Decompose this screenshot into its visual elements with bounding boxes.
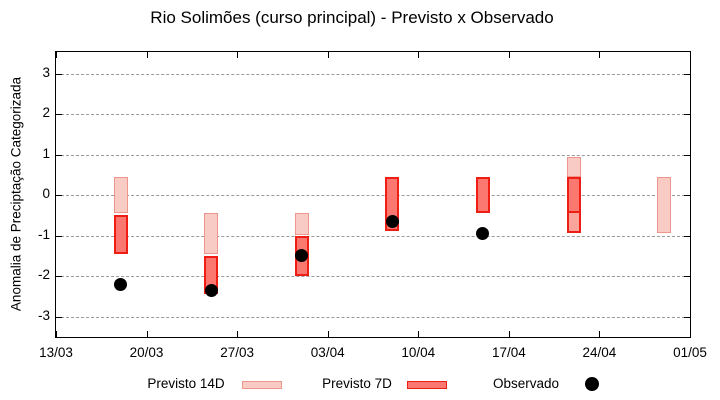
forecast-bar-7d-light: [566, 213, 581, 234]
y-tick-label: 1: [42, 145, 50, 161]
forecast-bar-7d: [566, 176, 581, 214]
x-axis-tick-bottom: [237, 331, 239, 337]
x-axis-tick-bottom: [327, 331, 329, 337]
gridline: [56, 316, 690, 318]
x-tick-label: 13/03: [39, 345, 73, 360]
legend-swatch-previsto-14d: [242, 381, 282, 389]
gridline: [56, 276, 690, 277]
x-tick-label: 20/03: [129, 345, 164, 360]
y-axis-tick-right: [684, 276, 690, 277]
y-axis-tick-left: [56, 73, 62, 75]
x-tick-label: 01/05: [673, 345, 707, 360]
x-axis-tick-bottom: [56, 331, 57, 337]
x-axis-tick-bottom: [146, 331, 148, 337]
x-axis-tick-bottom: [599, 331, 601, 337]
y-axis-tick-left: [56, 276, 62, 277]
y-axis-tick-left: [56, 235, 62, 237]
x-tick-label: 10/04: [401, 345, 436, 360]
x-axis-tick-top: [327, 52, 329, 58]
x-tick-label: 17/04: [491, 345, 526, 360]
legend-label-observado: Observado: [492, 376, 560, 391]
x-tick-label: 03/04: [310, 345, 345, 360]
gridline: [56, 154, 690, 156]
x-axis-tick-top: [508, 52, 510, 58]
legend-observed-dot: [585, 377, 599, 391]
y-tick-label: -3: [37, 307, 50, 323]
gridline: [56, 235, 690, 237]
y-tick-label: -2: [37, 267, 50, 282]
x-axis-tick-top: [418, 52, 420, 58]
plot-area: 3 2 1 0 -1 -2 -3 13/03 20/03 27/03 03/04 10/04 17/04…: [38, 51, 707, 360]
y-axis-tick-right: [684, 154, 690, 156]
observed-dot: [204, 283, 218, 297]
observed-dot: [385, 214, 399, 228]
gridline: [56, 73, 690, 75]
x-axis-tick-top: [146, 52, 148, 58]
forecast-bar-7d: [475, 176, 490, 214]
gridline: [56, 195, 690, 196]
x-axis-tick-top: [690, 52, 691, 58]
legend-label-previsto-7d: Previsto 7D: [322, 376, 392, 391]
y-axis-tick-right: [684, 235, 690, 237]
gridline: [56, 114, 690, 115]
forecast-bar-7d: [113, 215, 128, 254]
y-axis-tick-left: [56, 114, 62, 115]
forecast-bar-14d: [657, 176, 672, 234]
y-tick-label: 3: [42, 64, 50, 80]
y-axis-tick-right: [684, 73, 690, 75]
x-axis-tick-bottom: [418, 331, 420, 337]
x-tick-label: 27/03: [220, 345, 255, 360]
y-axis-tick-left: [56, 195, 62, 196]
forecast-bar-14d: [566, 156, 581, 177]
y-axis-tick-right: [684, 195, 690, 196]
y-tick-label: 0: [42, 186, 50, 201]
legend-swatch-previsto-7d: [407, 381, 447, 389]
x-axis-tick-top: [56, 52, 57, 58]
observed-dot: [476, 226, 490, 240]
x-axis-tick-bottom: [508, 331, 510, 337]
y-axis-tick-right: [684, 114, 690, 115]
legend-label-previsto-14d: Previsto 14D: [147, 376, 225, 391]
forecast-bar-14d: [294, 213, 309, 236]
y-axis-tick-right: [684, 316, 690, 318]
observed-dot: [295, 249, 309, 263]
x-axis-tick-top: [599, 52, 601, 58]
y-axis-tick-left: [56, 316, 62, 318]
chart-title: Rio Solimões (curso principal) - Previst…: [150, 8, 554, 27]
y-tick-label: 2: [42, 105, 50, 120]
x-axis-tick-top: [237, 52, 239, 58]
forecast-bar-14d: [204, 213, 219, 254]
x-axis-tick-bottom: [690, 331, 691, 337]
x-tick-label: 24/04: [582, 345, 617, 360]
forecast-bar-14d: [113, 176, 128, 214]
observed-dot: [114, 277, 128, 291]
y-tick-label: -1: [37, 226, 50, 242]
y-axis-tick-left: [56, 154, 62, 156]
